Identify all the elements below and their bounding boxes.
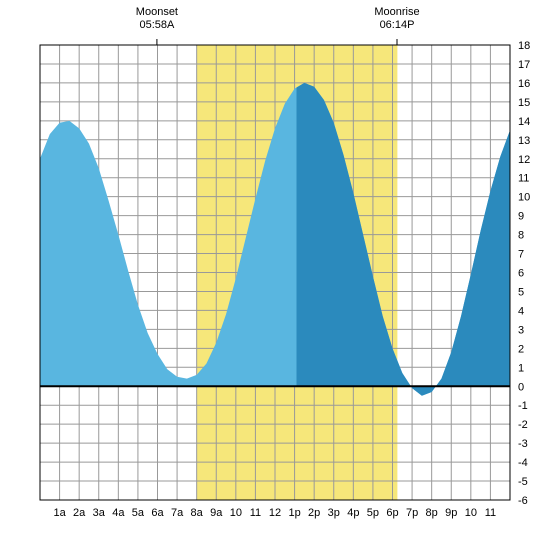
y-tick-label: -3 — [518, 438, 528, 450]
x-tick-label: 3p — [328, 507, 340, 519]
y-tick-label: -1 — [518, 400, 528, 412]
y-tick-label: -5 — [518, 476, 528, 488]
x-tick-label: 9a — [210, 507, 223, 519]
y-tick-label: 9 — [518, 211, 524, 223]
x-tick-label: 6a — [151, 507, 164, 519]
x-tick-label: 1a — [53, 507, 66, 519]
x-tick-label: 11 — [250, 507, 261, 519]
y-tick-label: 8 — [518, 230, 524, 242]
y-tick-label: 7 — [518, 249, 524, 261]
x-tick-label: 8p — [426, 507, 438, 519]
tide-chart: Moonset05:58A Moonrise06:14P 1a 2a 3a 4a 5a 6a 7… — [0, 0, 550, 550]
event-time-moonset: 05:58A — [139, 19, 175, 31]
y-tick-label: -2 — [518, 419, 528, 431]
y-tick-label: -6 — [518, 495, 528, 507]
y-tick-label: 4 — [518, 305, 524, 317]
y-tick-label: 6 — [518, 268, 524, 280]
x-tick-label: 7p — [406, 507, 418, 519]
x-tick-label: 12 — [269, 507, 281, 519]
y-tick-label: 5 — [518, 286, 524, 298]
x-tick-label: 2p — [308, 507, 320, 519]
y-tick-label: 2 — [518, 343, 524, 355]
x-tick-label: 9p — [445, 507, 457, 519]
x-tick-label: 7a — [171, 507, 184, 519]
x-tick-label: 8a — [191, 507, 204, 519]
y-tick-label: 11 — [518, 173, 529, 185]
x-tick-label: 3a — [93, 507, 106, 519]
y-tick-label: 13 — [518, 135, 530, 147]
y-tick-label: 0 — [518, 381, 524, 393]
y-tick-label: 17 — [518, 59, 530, 71]
y-tick-label: 1 — [518, 362, 524, 374]
event-title-moonrise: Moonrise — [374, 6, 419, 18]
x-tick-label: 5p — [367, 507, 379, 519]
x-tick-label: 2a — [73, 507, 86, 519]
y-tick-label: 10 — [518, 192, 530, 204]
y-tick-label: 18 — [518, 40, 530, 52]
x-tick-label: 4a — [112, 507, 125, 519]
y-tick-label: 16 — [518, 78, 530, 90]
event-time-moonrise: 06:14P — [380, 19, 415, 31]
x-tick-label: 4p — [347, 507, 359, 519]
y-tick-label: 3 — [518, 324, 524, 336]
y-tick-label: 14 — [518, 116, 530, 128]
x-tick-label: 10 — [465, 507, 477, 519]
x-tick-label: 11 — [485, 507, 496, 519]
x-tick-label: 6p — [386, 507, 398, 519]
x-tick-label: 10 — [230, 507, 242, 519]
x-axis-labels: 1a 2a 3a 4a 5a 6a 7a 8a 9a 10 11 12 1p 2p 3p 4p 5p 6p 7p 8p… — [53, 507, 496, 519]
tide-chart-svg: Moonset05:58A Moonrise06:14P 1a 2a 3a 4a 5a 6a 7… — [0, 0, 550, 550]
y-tick-label: -4 — [518, 457, 528, 469]
x-tick-label: 1p — [288, 507, 300, 519]
x-tick-label: 5a — [132, 507, 145, 519]
y-tick-label: 15 — [518, 97, 530, 109]
y-tick-label: 12 — [518, 154, 530, 166]
event-title-moonset: Moonset — [136, 6, 178, 18]
